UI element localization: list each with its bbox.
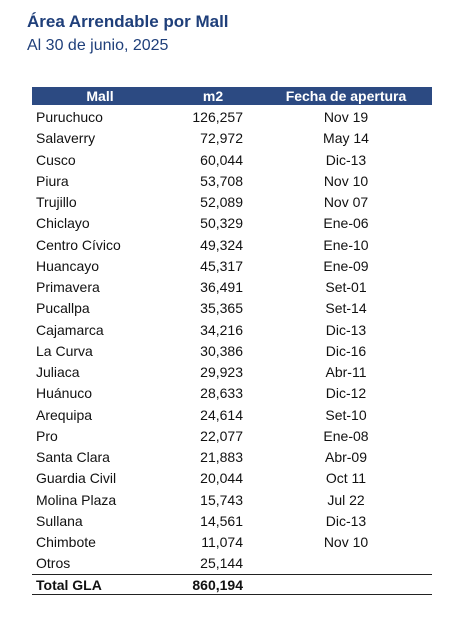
opening-date: Abr-09 — [324, 449, 368, 465]
mall-name: Piura — [36, 172, 69, 189]
column-header: Mall — [86, 88, 114, 104]
mall-name: La Curva — [36, 342, 93, 359]
opening-date: Nov 19 — [323, 109, 369, 125]
mall-name: Guardia Civil — [36, 470, 117, 487]
table-header — [32, 87, 432, 105]
area-m2: 14,561 — [200, 512, 243, 529]
area-m2: 50,329 — [200, 215, 243, 232]
area-m2: 25,144 — [200, 555, 243, 572]
area-m2: 28,633 — [200, 385, 243, 402]
opening-date: Set-14 — [325, 300, 367, 317]
area-m2: 52,089 — [200, 194, 243, 210]
area-m2: 29,923 — [200, 364, 243, 380]
opening-date: Abr-11 — [325, 364, 367, 380]
opening-date: Set-01 — [325, 279, 367, 295]
mall-name: Chimbote — [36, 534, 96, 550]
mall-name: Huancayo — [36, 257, 100, 274]
mall-name: Salaverry — [36, 130, 96, 147]
mall-name: Molina Plaza — [36, 491, 117, 508]
mall-name: Huánuco — [36, 385, 93, 402]
opening-date: Dic-12 — [325, 385, 367, 402]
mall-name: Santa Clara — [36, 449, 110, 465]
column-header: m2 — [202, 88, 224, 104]
opening-date: Nov 10 — [323, 172, 369, 189]
opening-date: Ene-06 — [323, 215, 369, 232]
area-m2: 22,077 — [200, 427, 243, 444]
area-m2: 21,883 — [200, 449, 243, 465]
area-m2: 60,044 — [200, 151, 243, 168]
opening-date: Ene-08 — [323, 427, 369, 444]
mall-name: Pucallpa — [36, 300, 90, 317]
opening-date: Oct 11 — [325, 470, 367, 487]
area-m2: 53,708 — [200, 172, 243, 189]
subtitle: Al 30 de junio, 2025 — [27, 37, 169, 54]
mall-name: Pro — [36, 427, 58, 444]
area-m2: 49,324 — [200, 236, 243, 253]
mall-name: Cusco — [36, 151, 76, 168]
title: Área Arrendable por Mall — [27, 12, 229, 31]
mall-name: Sullana — [36, 512, 83, 529]
area-m2: 35,365 — [200, 300, 243, 317]
bottom-rule — [32, 594, 432, 595]
opening-date: Dic-13 — [325, 321, 367, 338]
mall-name: Cajamarca — [36, 321, 104, 338]
opening-date: Jul 22 — [327, 491, 365, 508]
mall-name: Chiclayo — [36, 215, 90, 232]
total-area-m2: 860,194 — [192, 577, 243, 593]
opening-date: May 14 — [323, 130, 369, 147]
area-m2: 34,216 — [200, 321, 243, 338]
area-m2: 24,614 — [200, 406, 243, 423]
mall-name: Centro Cívico — [36, 236, 121, 253]
opening-date: Ene-10 — [323, 236, 369, 253]
opening-date: Nov 07 — [323, 194, 369, 210]
opening-date: Set-10 — [325, 406, 367, 423]
opening-date: Dic-13 — [325, 512, 367, 529]
total-rule — [32, 574, 432, 575]
column-header: Fecha de apertura — [285, 88, 407, 104]
opening-date: Dic-13 — [325, 151, 367, 168]
area-m2: 11,074 — [201, 534, 243, 550]
mall-name: Primavera — [36, 279, 100, 295]
mall-name: Juliaca — [36, 364, 80, 380]
mall-name: Arequipa — [36, 406, 93, 423]
opening-date: Dic-16 — [325, 342, 367, 359]
area-m2: 36,491 — [200, 279, 243, 295]
mall-name: Otros — [36, 555, 71, 572]
total-mall-name: Total GLA — [36, 577, 102, 593]
area-m2: 30,386 — [200, 342, 243, 359]
opening-date: Ene-09 — [323, 257, 369, 274]
area-m2: 15,743 — [200, 491, 243, 508]
mall-name: Puruchuco — [36, 109, 103, 125]
area-m2: 45,317 — [200, 257, 243, 274]
opening-date: Nov 10 — [323, 534, 369, 550]
area-m2: 72,972 — [200, 130, 243, 147]
area-m2: 126,257 — [192, 109, 243, 125]
area-m2: 20,044 — [200, 470, 243, 487]
mall-name: Trujillo — [36, 194, 77, 210]
